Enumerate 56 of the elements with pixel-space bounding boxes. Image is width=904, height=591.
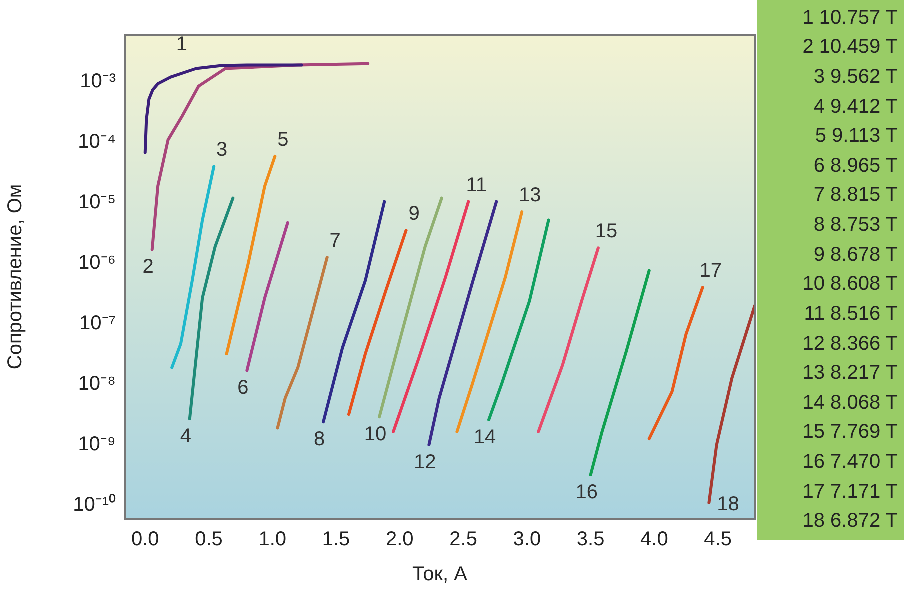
series-label: 9 <box>408 203 420 226</box>
y-tick-label: 10⁻⁶ <box>78 252 116 274</box>
series-label: 14 <box>474 426 496 448</box>
x-tick-label: 4.5 <box>704 528 732 551</box>
x-tick-label: 3.5 <box>576 528 605 551</box>
text: 18 6.872 T <box>802 510 898 534</box>
y-axis-title: Сопротивление, Ом <box>4 184 27 370</box>
x-tick-label: 0.0 <box>131 528 160 551</box>
x-tick-label: 0.5 <box>195 528 223 551</box>
series-label: 4 <box>180 425 192 448</box>
text: 3 9.562 T <box>814 66 898 89</box>
y-tick-label: 10⁻⁷ <box>80 312 116 335</box>
x-tick-label: 4.0 <box>640 528 668 551</box>
series-label: 2 <box>142 256 154 278</box>
y-tick-label: 10⁻⁵ <box>78 192 116 214</box>
text: 15 7.769 T <box>802 421 898 444</box>
series-label: 7 <box>330 230 341 252</box>
x-tick-label: 2.5 <box>450 528 478 551</box>
text: 17 7.171 T <box>802 480 898 504</box>
text: 5 9.113 T <box>815 125 898 148</box>
x-axis-title: Ток, А <box>412 564 468 586</box>
series-label: 16 <box>576 482 598 504</box>
series-label: 13 <box>518 184 542 207</box>
text: 13 8.217 T <box>802 362 898 386</box>
x-tick-label: 1.5 <box>322 528 350 551</box>
y-tick-label: 10⁻⁸ <box>78 373 116 396</box>
x-tick-label: 1.0 <box>258 528 287 551</box>
text: 11 8.516 T <box>804 302 898 326</box>
series-label: 11 <box>466 174 488 196</box>
y-tick-label: 10⁻¹⁰ <box>73 493 116 516</box>
series-label: 5 <box>278 128 289 151</box>
series-label: 17 <box>700 260 722 282</box>
text: 2 10.459 T <box>802 36 898 60</box>
series-label: 1 <box>176 34 188 56</box>
x-tick-label: 3.0 <box>513 528 542 551</box>
series-label: 8 <box>314 428 326 451</box>
text: 8 8.753 T <box>814 214 898 237</box>
y-tick-label: 10⁻⁴ <box>78 131 116 154</box>
series-label: 12 <box>414 452 436 474</box>
series-label: 6 <box>238 377 249 400</box>
series-label: 15 <box>595 220 618 243</box>
text: 10 8.608 T <box>802 273 898 296</box>
x-tick-label: 2.0 <box>386 528 414 551</box>
series-label: 10 <box>364 424 387 446</box>
text: 4 9.412 T <box>814 96 898 118</box>
text: 9 8.678 T <box>814 244 898 267</box>
y-tick-label: 10⁻³ <box>80 70 116 93</box>
text: 12 8.366 T <box>802 332 898 356</box>
text: 14 8.068 T <box>802 392 898 415</box>
text: 1 10.757 T <box>802 6 898 30</box>
text: 6 8.965 T <box>814 154 898 178</box>
text: 16 7.470 T <box>802 451 898 474</box>
series-label: 18 <box>717 494 740 516</box>
y-tick-label: 10⁻⁹ <box>78 434 116 456</box>
series-label: 3 <box>216 139 228 162</box>
text: 7 8.815 T <box>814 184 898 208</box>
